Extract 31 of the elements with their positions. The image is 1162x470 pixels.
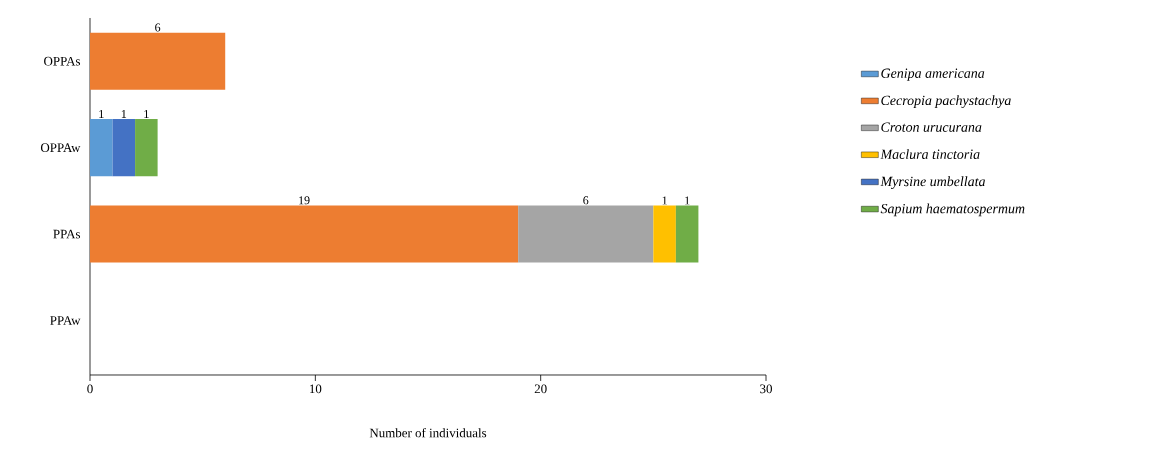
bar xyxy=(653,205,676,263)
data-label: 1 xyxy=(144,110,149,118)
data-label: 1 xyxy=(662,196,667,205)
x-tick-label: 10 xyxy=(310,384,322,394)
legend-label: Maclura tinctoria xyxy=(880,149,980,160)
data-label: 1 xyxy=(121,110,127,118)
legend-label: Genipa americana xyxy=(881,68,985,81)
data-label: 19 xyxy=(299,196,310,205)
data-label: 6 xyxy=(155,23,161,32)
bar xyxy=(518,205,654,263)
bar xyxy=(675,205,699,263)
data-label: 1 xyxy=(99,110,104,118)
bar xyxy=(135,119,158,177)
bar xyxy=(90,205,519,263)
legend-label: Myrsine umbellata xyxy=(880,176,985,190)
y-tick-label: PPAw xyxy=(50,316,81,325)
x-tick-label: 20 xyxy=(534,384,547,394)
y-tick-label: OPPAw xyxy=(40,143,81,152)
x-tick-label: 0 xyxy=(87,384,93,394)
data-label: 6 xyxy=(583,196,589,205)
y-tick-label: OPPAs xyxy=(44,56,81,66)
legend-label: Cecropia pachystachya xyxy=(881,95,1011,108)
y-tick-label: PPAs xyxy=(53,229,81,239)
bar xyxy=(90,119,113,177)
legend-label: Croton urucurana xyxy=(881,122,982,132)
x-axis-title: Number of individuals xyxy=(369,428,487,438)
bar xyxy=(112,119,136,177)
x-tick-label: 30 xyxy=(760,384,772,394)
legend-label: Sapium haematospermum xyxy=(880,203,1025,217)
data-label: 1 xyxy=(685,196,690,205)
bar xyxy=(90,32,226,90)
